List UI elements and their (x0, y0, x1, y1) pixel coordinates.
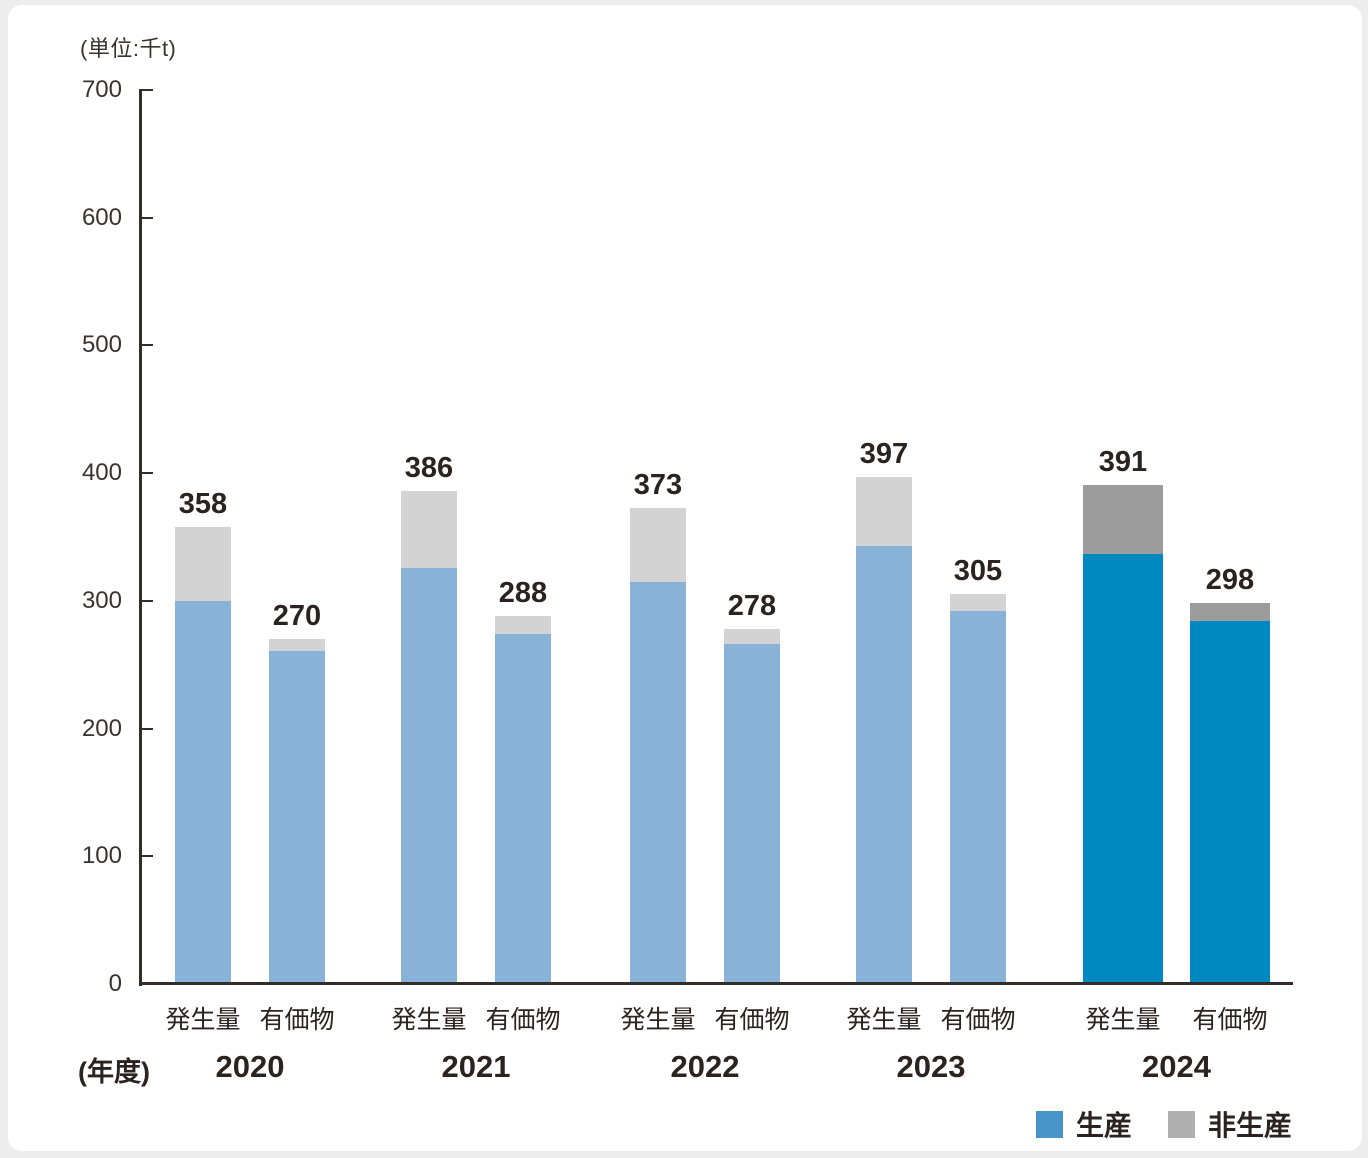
y-tick-label-300: 300 (81, 586, 122, 614)
y-tick-label-200: 200 (81, 714, 122, 742)
bar-category-label-2021-発生量: 発生量 (391, 1006, 467, 1034)
x-axis-line (139, 982, 1293, 985)
bar-total-label-2024-有価物: 298 (1205, 564, 1255, 597)
bar-total-label-2024-発生量: 391 (1098, 445, 1148, 478)
bar-non-production-2022-有価物 (724, 628, 780, 645)
year-label-2021: 2021 (441, 1049, 511, 1084)
bar-non-production-2023-有価物 (950, 594, 1006, 612)
bar-production-2024-発生量 (1083, 553, 1163, 984)
bar-total-label-2022-有価物: 278 (727, 589, 777, 622)
bar-non-production-2024-有価物 (1190, 603, 1270, 622)
bar-production-2020-有価物 (269, 650, 325, 984)
legend-label-non-production: 非生産 (1208, 1110, 1293, 1141)
bar-category-label-2023-有価物: 有価物 (940, 1006, 1016, 1034)
bar-category-label-2024-有価物: 有価物 (1192, 1006, 1268, 1034)
bar-non-production-2021-有価物 (495, 616, 551, 635)
plot-area: 0 100 200 300 400 500 600 700 358 発生量 270 有価物 2020 38… (8, 5, 1362, 1151)
bar-non-production-2023-発生量 (856, 476, 912, 546)
bar-category-label-2022-発生量: 発生量 (620, 1006, 696, 1034)
year-label-2023: 2023 (896, 1049, 966, 1084)
bar-total-label-2023-発生量: 397 (859, 437, 909, 470)
y-tick-label-700: 700 (81, 76, 122, 103)
y-tick-label-0: 0 (108, 970, 122, 997)
y-tick-500 (139, 344, 153, 347)
legend-item-non-production: 非生産 (1168, 1104, 1292, 1144)
bar-non-production-2020-有価物 (269, 639, 325, 651)
legend: 生産 非生産 (1036, 1104, 1292, 1144)
y-tick-label-400: 400 (81, 459, 122, 487)
bar-total-label-2023-有価物: 305 (953, 555, 1003, 588)
bar-production-2022-発生量 (630, 581, 686, 984)
y-tick-600 (139, 216, 153, 219)
bar-total-label-2020-発生量: 358 (178, 487, 228, 520)
bar-production-2022-有価物 (724, 644, 780, 984)
bar-total-label-2020-有価物: 270 (272, 600, 322, 633)
bar-category-label-2024-発生量: 発生量 (1085, 1006, 1161, 1034)
legend-label-production: 生産 (1076, 1110, 1133, 1141)
year-label-2022: 2022 (670, 1049, 740, 1084)
bar-category-label-2020-発生量: 発生量 (165, 1006, 241, 1034)
bar-non-production-2024-発生量 (1083, 484, 1163, 554)
production-swatch-icon (1036, 1110, 1063, 1138)
non-production-swatch-icon (1168, 1110, 1196, 1138)
y-tick-200 (139, 727, 153, 730)
y-tick-label-100: 100 (81, 842, 122, 870)
bar-non-production-2022-発生量 (630, 507, 686, 582)
unit-label: (単位:千t) (80, 36, 177, 61)
y-axis-line (139, 89, 142, 986)
bar-category-label-2020-有価物: 有価物 (259, 1006, 335, 1034)
y-tick-400 (139, 472, 153, 475)
bar-production-2024-有価物 (1190, 621, 1270, 984)
y-tick-300 (139, 599, 153, 602)
bar-total-label-2021-発生量: 386 (404, 452, 454, 485)
bar-production-2021-有価物 (495, 634, 551, 984)
bar-production-2020-発生量 (175, 600, 231, 984)
x-axis-caption: (年度) (78, 1057, 150, 1087)
y-tick-label-600: 600 (81, 203, 122, 231)
bar-production-2023-発生量 (856, 545, 912, 984)
bar-non-production-2020-発生量 (175, 526, 231, 601)
chart-card: (単位:千t) 0 100 200 300 400 500 600 700 358 発生量 270 有… (8, 5, 1362, 1151)
year-label-2020: 2020 (215, 1049, 285, 1084)
year-label-2024: 2024 (1142, 1049, 1211, 1084)
legend-item-production: 生産 (1036, 1104, 1132, 1144)
bar-category-label-2022-有価物: 有価物 (714, 1006, 790, 1034)
y-tick-700 (139, 89, 153, 91)
y-tick-label-500: 500 (81, 331, 122, 359)
bar-total-label-2022-発生量: 373 (633, 468, 683, 501)
bar-non-production-2021-発生量 (401, 491, 457, 568)
bar-production-2021-発生量 (401, 567, 457, 984)
bar-total-label-2021-有価物: 288 (498, 577, 548, 610)
bar-category-label-2021-有価物: 有価物 (485, 1006, 561, 1034)
y-tick-100 (139, 855, 153, 858)
bar-production-2023-有価物 (950, 611, 1006, 984)
bar-category-label-2023-発生量: 発生量 (846, 1006, 922, 1034)
